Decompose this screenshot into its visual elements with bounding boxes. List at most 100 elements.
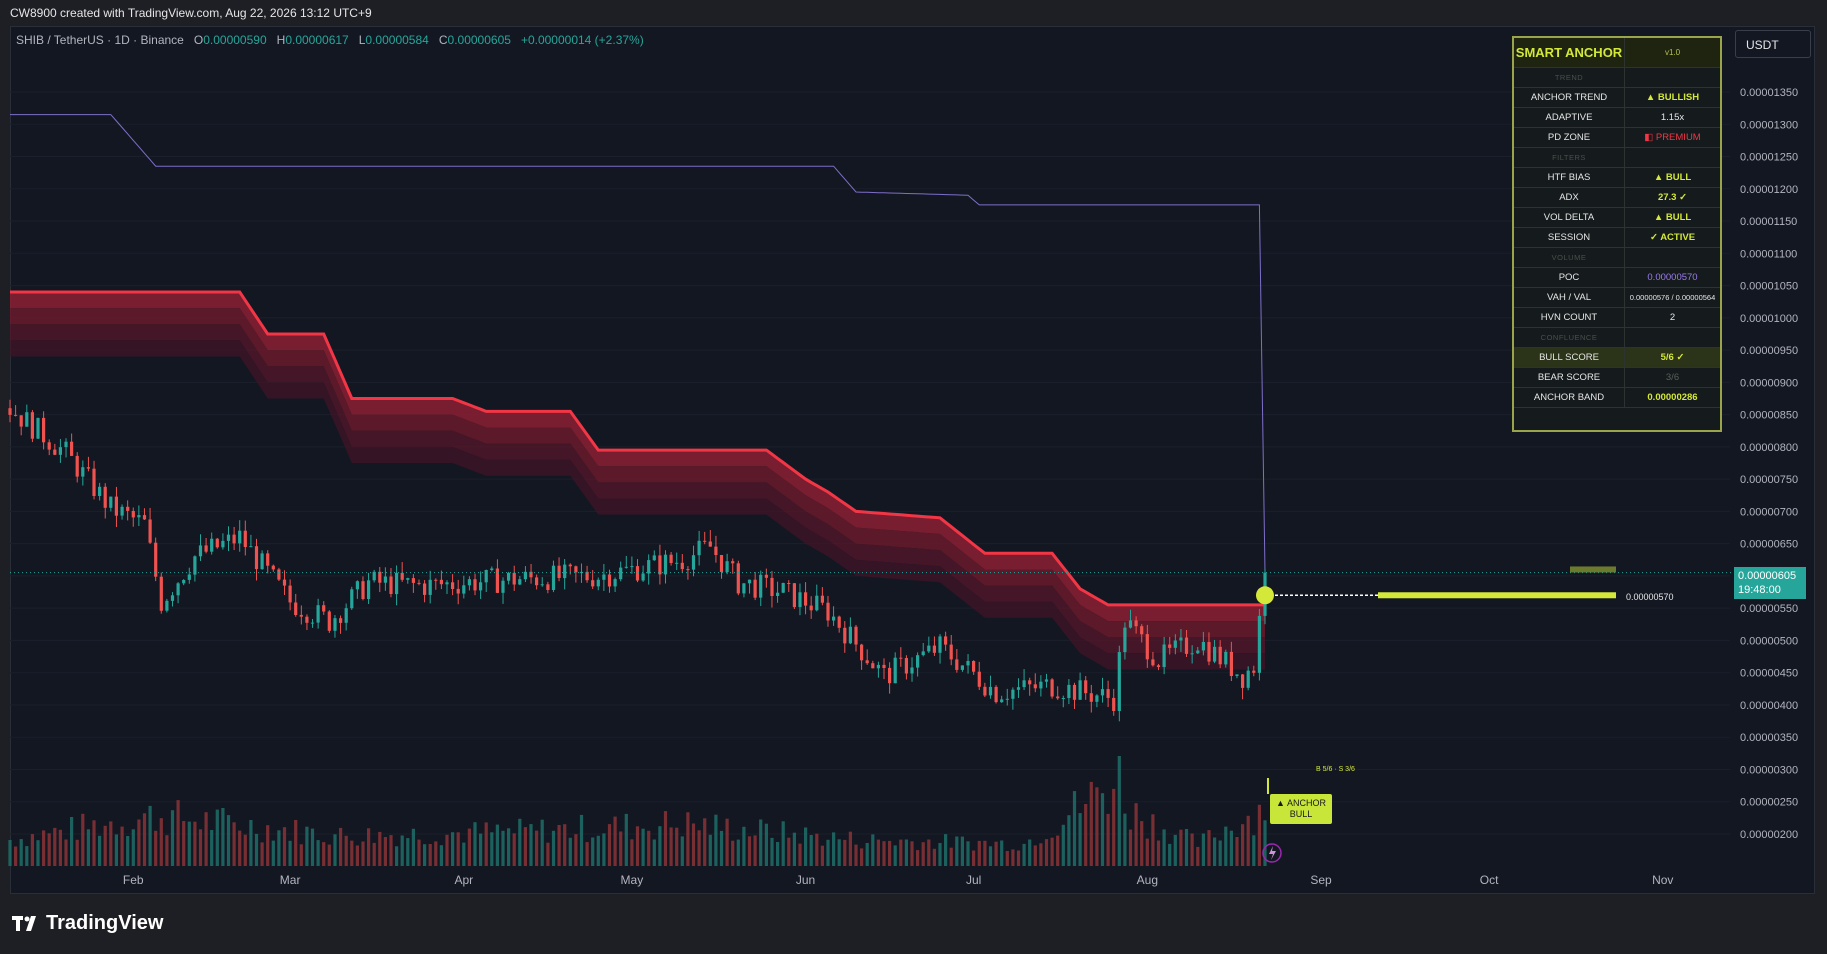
volume-bar xyxy=(641,828,645,866)
table-header: SMART ANCHOR v1.0 xyxy=(1514,38,1720,68)
table-row-value: ✓ ACTIVE xyxy=(1649,232,1696,243)
volume-bar xyxy=(1005,851,1009,866)
candle-body xyxy=(154,542,158,577)
poc-zone-bar xyxy=(1378,592,1616,599)
table-row-label: ADX xyxy=(1514,188,1625,207)
candle-body xyxy=(1016,687,1021,690)
candle-body xyxy=(333,618,337,631)
volume-bar xyxy=(434,841,438,866)
candle-body xyxy=(854,626,858,645)
candle-body xyxy=(652,555,656,561)
table-row-label: BULL SCORE xyxy=(1514,348,1625,367)
candle-body xyxy=(1072,684,1077,700)
candle-body xyxy=(1033,684,1037,689)
candle-body xyxy=(1252,670,1256,673)
volume-bar xyxy=(221,808,225,866)
volume-bar xyxy=(14,846,18,866)
volume-bar xyxy=(92,820,96,866)
volume-bar xyxy=(1207,830,1211,866)
volume-bar xyxy=(42,830,46,866)
volume-bar xyxy=(994,841,998,866)
volume-bar xyxy=(736,839,740,866)
volume-bar xyxy=(204,812,208,866)
candle-body xyxy=(641,573,645,581)
table-row: PD ZONE ◧ PREMIUM xyxy=(1514,128,1720,148)
candle-body xyxy=(439,579,443,585)
volume-bar xyxy=(988,846,993,866)
candle-body xyxy=(1168,644,1172,648)
volume-bar xyxy=(669,827,673,866)
candle-body xyxy=(210,538,214,552)
candle-body xyxy=(1011,689,1015,699)
candle-body xyxy=(81,467,85,477)
candle-body xyxy=(243,530,247,547)
candle-body xyxy=(966,661,970,666)
candle-body xyxy=(294,602,298,615)
volume-bar xyxy=(792,832,796,866)
chart-snapshot-title: CW8900 created with TradingView.com, Aug… xyxy=(10,6,372,20)
table-row-label: POC xyxy=(1514,268,1625,287)
volume-bar xyxy=(518,818,522,866)
candle-body xyxy=(98,486,102,496)
candle-body xyxy=(832,616,836,621)
volume-bar xyxy=(451,832,455,866)
table-row-value xyxy=(1625,148,1720,167)
candle-body xyxy=(518,579,522,585)
volume-bar xyxy=(714,814,718,866)
candle-body xyxy=(428,579,432,595)
volume-bar xyxy=(983,840,987,866)
table-row: TREND xyxy=(1514,68,1720,88)
candle-body xyxy=(389,576,393,594)
x-tick-label: Aug xyxy=(1137,873,1158,887)
candle-body xyxy=(451,582,455,589)
currency-selector-button[interactable]: USDT xyxy=(1735,30,1811,58)
candle-body xyxy=(327,611,331,631)
volume-bar xyxy=(361,841,365,866)
volume-bar xyxy=(1190,833,1194,866)
volume-bar xyxy=(1213,837,1217,866)
candle-body xyxy=(714,546,718,555)
volume-bar xyxy=(753,835,757,866)
volume-bar xyxy=(551,830,556,866)
candle-body xyxy=(355,581,359,590)
y-tick-label: 0.00000950 xyxy=(1740,345,1798,357)
anchor-point-marker xyxy=(1255,586,1274,605)
volume-bar xyxy=(1235,837,1239,866)
legend-symbol[interactable]: SHIB / TetherUS · 1D · Binance xyxy=(16,33,184,47)
y-tick-label: 0.00001000 xyxy=(1740,313,1798,325)
volume-bar xyxy=(406,838,410,866)
table-row-label: CONFLUENCE xyxy=(1514,328,1625,347)
candle-body xyxy=(372,571,376,581)
volume-bar xyxy=(916,850,920,866)
candle-body xyxy=(417,582,421,584)
candle-body xyxy=(1173,640,1177,648)
volume-bar xyxy=(624,813,628,866)
candle-body xyxy=(19,415,23,427)
volume-bar xyxy=(339,827,343,866)
volume-bar xyxy=(70,817,74,866)
table-row: BEAR SCORE 3/6 xyxy=(1514,368,1720,388)
smart-anchor-table: SMART ANCHOR v1.0 TREND ANCHOR TREND ▲ BUL… xyxy=(1512,36,1722,432)
candle-body xyxy=(781,583,785,593)
candle-body xyxy=(960,665,964,670)
candle-body xyxy=(249,546,253,548)
candle-body xyxy=(523,571,527,580)
candle-body xyxy=(142,515,147,520)
volume-bar xyxy=(1084,804,1088,866)
volume-bar xyxy=(467,828,471,866)
volume-bar xyxy=(305,826,309,866)
y-tick-label: 0.00000400 xyxy=(1740,700,1798,712)
candle-body xyxy=(904,658,908,674)
upper-anchor-line xyxy=(10,114,1266,573)
candle-body xyxy=(30,412,34,439)
volume-bar xyxy=(815,833,819,866)
volume-bar xyxy=(495,824,499,866)
legend-low: 0.00000584 xyxy=(365,33,429,47)
candle-body xyxy=(221,540,225,548)
candle-body xyxy=(86,467,90,469)
volume-bar xyxy=(630,839,634,866)
candle-body xyxy=(131,511,135,518)
candle-body xyxy=(42,417,46,443)
candle-body xyxy=(344,608,348,623)
